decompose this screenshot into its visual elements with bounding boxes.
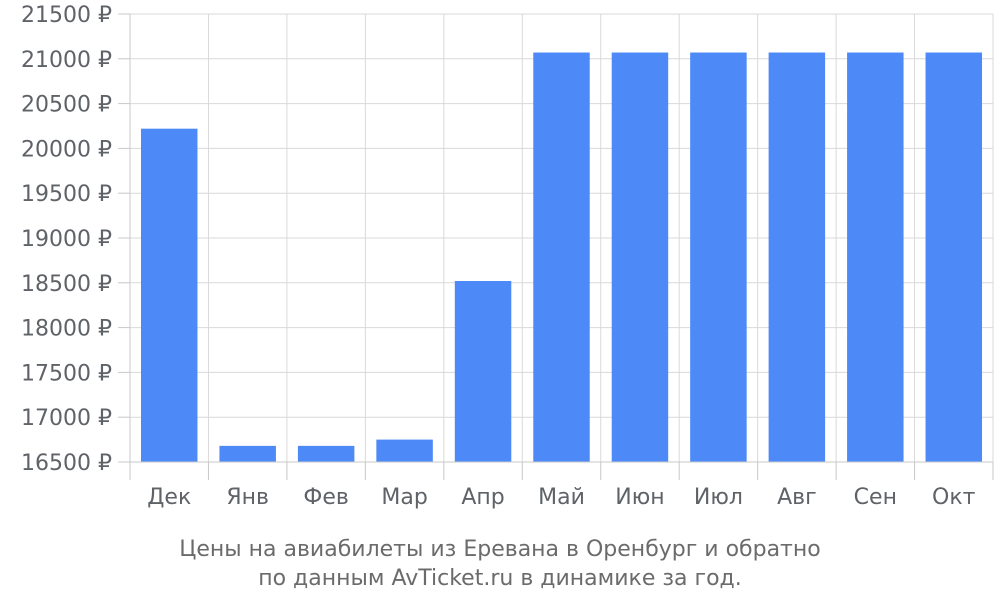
- bar-10: [847, 52, 904, 462]
- bar-9: [768, 52, 826, 462]
- bar-3: [297, 445, 355, 462]
- y-tick-label: 19000 ₽: [21, 227, 112, 252]
- bar-7: [611, 52, 669, 462]
- bar-4: [376, 439, 433, 462]
- x-tick-label: Июл: [694, 485, 743, 510]
- x-tick-label: Авг: [777, 485, 817, 510]
- bar-6: [533, 52, 590, 462]
- x-tick-label: Окт: [932, 485, 976, 510]
- bar-11: [925, 52, 983, 462]
- x-tick-label: Май: [538, 485, 585, 510]
- y-tick-label: 18000 ₽: [21, 317, 112, 342]
- x-tick-label: Янв: [226, 485, 269, 510]
- bar-1: [140, 128, 198, 463]
- bar-2: [219, 445, 276, 462]
- bar-8: [690, 52, 747, 462]
- y-tick-label: 18500 ₽: [21, 272, 112, 297]
- x-tick-label: Дек: [147, 485, 191, 510]
- x-tick-label: Апр: [461, 485, 504, 510]
- y-tick-label: 21500 ₽: [21, 3, 112, 28]
- x-tick-label: Сен: [854, 485, 897, 510]
- x-tick-label: Мар: [381, 485, 427, 510]
- chart-caption-line-2: по данным AvTicket.ru в динамике за год.: [258, 566, 742, 591]
- bars: [140, 52, 983, 463]
- y-axis-tick-labels: 16500 ₽ 17000 ₽ 17500 ₽ 18000 ₽ 18500 ₽ 19000…: [21, 3, 112, 476]
- y-tick-label: 20500 ₽: [21, 93, 112, 118]
- y-tick-label: 20000 ₽: [21, 137, 112, 162]
- y-tick-label: 17000 ₽: [21, 406, 112, 431]
- bar-5: [454, 281, 512, 462]
- x-tick-label: Фев: [303, 485, 348, 510]
- y-tick-label: 17500 ₽: [21, 361, 112, 386]
- x-axis-tick-labels: Дек Янв Фев Мар Апр Май Июн Июл Авг Сен Окт: [147, 485, 975, 510]
- axes: [118, 13, 994, 480]
- y-tick-label: 21000 ₽: [21, 48, 112, 73]
- chart-caption-line-1: Цены на авиабилеты из Еревана в Оренбург…: [179, 537, 820, 562]
- x-tick-label: Июн: [615, 485, 664, 510]
- y-tick-label: 16500 ₽: [21, 451, 112, 476]
- y-tick-label: 19500 ₽: [21, 182, 112, 207]
